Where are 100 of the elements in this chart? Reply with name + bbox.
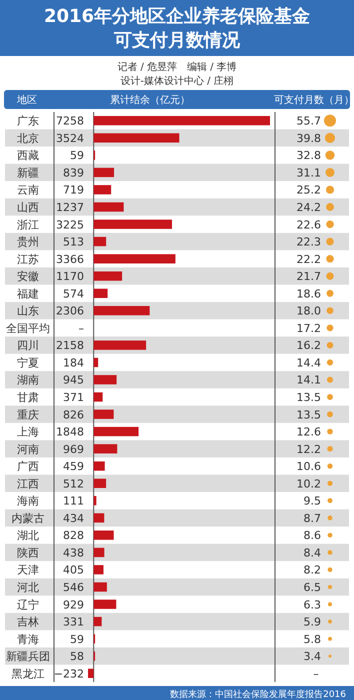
data-label: 3225 [56,218,84,232]
data-label: 59 [70,149,84,162]
data-label: 59 [70,632,84,646]
bar [94,582,107,592]
data-label: 8.4 [304,546,321,560]
bar [94,236,106,246]
data-label: 17.2 [296,322,321,335]
bar [94,548,104,558]
bar [88,668,94,678]
y-tick-label: 山西 [17,201,39,214]
data-label: 5.9 [304,616,321,629]
data-label: 13.5 [296,408,321,422]
y-tick-label: 湖北 [17,529,39,542]
y-tick-label: 河南 [17,442,39,456]
y-tick-label: 海南 [17,494,39,508]
data-label: 24.2 [296,201,321,214]
bar [94,478,106,488]
bar [94,202,124,212]
y-tick-label: 上海 [17,426,39,439]
chart-title: 2016年分地区企业养老保险基金可支付月数情况 [44,6,310,51]
data-label: 10.2 [296,477,321,490]
bar [94,444,118,454]
y-tick-label: 安徽 [17,270,39,284]
data-label: 371 [63,391,84,404]
data-label: 546 [63,581,84,594]
data-label: 22.6 [296,218,321,232]
y-tick-label: 重庆 [17,408,39,422]
bar [94,168,114,178]
y-tick-label: 甘肃 [17,391,39,404]
data-label: 1237 [56,201,84,214]
data-label: 969 [63,442,84,456]
bar [94,565,104,574]
bar [94,461,105,471]
bar [94,220,172,229]
data-label: 12.6 [296,426,321,439]
y-tick-label: 辽宁 [17,598,39,612]
data-label: 839 [63,166,84,180]
data-label: 512 [63,477,84,490]
y-tick-label: 四川 [17,339,39,352]
data-label: 929 [63,598,84,612]
y-tick-label: 浙江 [17,218,39,232]
data-label: 55.7 [296,114,321,128]
bar [94,306,150,316]
bar [94,185,112,194]
data-label: 22.3 [296,236,321,249]
text: 可支付月数（月） [274,94,354,106]
data-label: 574 [63,287,84,300]
x-axis-title: 累计结余（亿元） [110,94,190,106]
bar [94,410,114,419]
y-tick-label: 福建 [17,287,39,300]
data-label: 184 [63,356,84,370]
y-axis-title: 地区 [16,94,37,106]
bar [94,271,122,281]
data-label: 25.2 [296,184,321,197]
bar [94,616,102,626]
bar [94,530,114,540]
data-label: 6.3 [304,598,321,612]
bar [94,513,104,523]
y-tick-label: 湖南 [17,374,39,387]
y-tick-label: 吉林 [17,616,39,629]
y-tick-label: 江苏 [17,252,39,266]
data-label: 2158 [56,339,84,352]
data-label: 945 [63,374,84,387]
data-label: 8.7 [304,512,321,525]
data-label: – [313,667,319,680]
data-label: 111 [63,494,84,508]
data-label: 459 [63,460,84,474]
source-note: 数据来源：中国社会保险发展年度报告2016 [170,689,346,700]
data-label: 513 [63,236,84,249]
data-label: 7258 [56,114,84,128]
data-label: 438 [63,546,84,560]
text: 设计-媒体设计中心 / 庄栩 [120,75,234,87]
data-label: 39.8 [296,132,321,145]
data-label: 8.6 [304,529,321,542]
data-label: 3524 [56,132,84,145]
y-tick-label: 山东 [17,304,39,318]
data-label: 14.1 [296,374,321,387]
data-label: 8.2 [304,564,321,577]
data-label: 2306 [56,304,84,318]
data-label: 5.8 [304,632,321,646]
data-label: 405 [63,564,84,577]
bar [94,288,108,298]
y-tick-label: 新疆 [17,166,39,180]
data-label: 1170 [56,270,84,284]
y-tick-label: 北京 [17,132,39,145]
data-label: 22.2 [296,252,321,266]
bar [94,116,270,126]
y-tick-label: 陕西 [17,546,39,560]
bar [94,358,98,368]
data-label: 16.2 [296,339,321,352]
data-label: 12.2 [296,442,321,456]
bar [94,133,180,143]
bar [94,392,103,402]
data-label: 10.6 [296,460,321,474]
data-label: 828 [63,529,84,542]
data-label: 3.4 [304,650,321,664]
y-tick-label: 江西 [17,477,39,490]
chart-subtitle: 记者 / 危昱萍 编辑 / 李博 [117,61,237,73]
y-tick-label: 河北 [17,581,39,594]
y-tick-label: 广东 [17,114,39,128]
